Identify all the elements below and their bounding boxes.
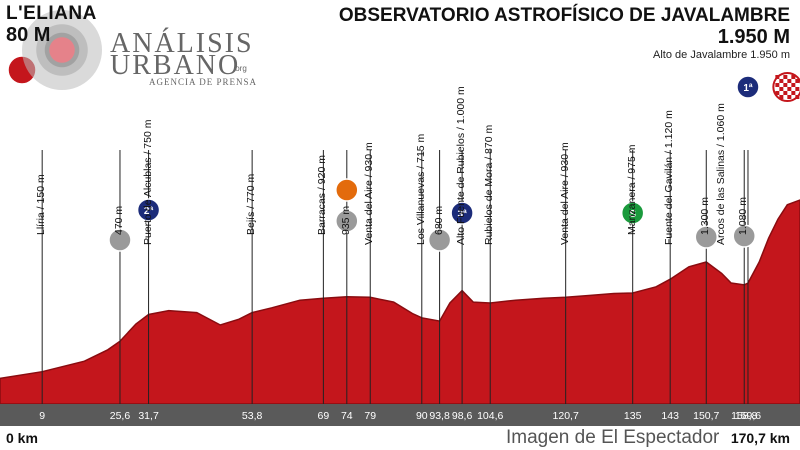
place-label: Fuente del Gavilán / 1.120 m [663, 110, 676, 245]
checker-square [787, 87, 792, 91]
start-altitude: 80 m [6, 24, 51, 46]
km-tick-label: 9 [39, 410, 46, 422]
checker-square [779, 87, 784, 91]
checker-square [783, 75, 788, 79]
km-tick-label: 25,6 [109, 410, 131, 422]
cat2-climb-badge-text: 2ª [144, 206, 154, 217]
summit-note: Alto de Javalambre 1.950 m [653, 49, 790, 61]
feed-zone-badge [335, 178, 359, 202]
start-km: 0 km [6, 430, 38, 446]
km-tick-label: 143 [661, 410, 679, 422]
logo-tagline: AGENCIA DE PRENSA [149, 77, 258, 87]
checker-square [795, 95, 800, 99]
logo-suffix: .org [233, 64, 247, 73]
checker-square [775, 75, 780, 79]
intermediate-badge [427, 228, 452, 252]
checker-square [783, 91, 788, 95]
logo-line1: ANÁLISIS [110, 28, 254, 59]
km-tick-label: 93,8 [429, 410, 450, 422]
km-tick-label: 69 [317, 410, 330, 422]
checker-square [791, 91, 796, 95]
km-tick-label: 159,6 [734, 410, 762, 422]
place-label: 1.300 m [699, 197, 712, 235]
place-label: Venta del Aire / 930 m [363, 142, 376, 245]
logo-mark [22, 10, 102, 90]
finish-km: 170,7 km [730, 430, 790, 446]
checker-square [791, 75, 796, 79]
cat3-climb-badge-text: 3ª [457, 209, 467, 220]
place-label: Llíria / 150 m [35, 174, 48, 235]
km-tick-label: 98,6 [451, 410, 473, 422]
km-tick-label: 120,7 [552, 410, 579, 422]
start-name: L'ELIANA [6, 3, 97, 24]
km-tick-label: 53,8 [241, 410, 263, 422]
km-tick-label: 74 [340, 410, 353, 422]
place-label: Barracas / 920 m [316, 155, 329, 235]
intermediate-badge [108, 228, 132, 252]
cat3-climb-badge [450, 201, 474, 225]
checker-square [795, 87, 800, 91]
place-label: 680 m [432, 205, 445, 235]
sprint-badge [620, 201, 645, 225]
finish-altitude: 1.950 m [717, 26, 790, 48]
checker-square [787, 79, 792, 83]
place-label: 470 m [112, 205, 125, 235]
km-tick-label: 158,8 [731, 410, 758, 422]
place-label: Alto Fuente de Rubielos / 1.000 m [455, 86, 468, 245]
km-tick-label: 150,7 [693, 410, 720, 422]
checker-square [775, 91, 780, 95]
place-label: Rubielos de Mora / 870 m [483, 124, 496, 245]
checker-square [783, 83, 788, 87]
checker-square [791, 83, 796, 87]
cat1-climb-badge-text: 1ª [743, 83, 753, 94]
image-credit: Imagen de El Espectador [506, 427, 720, 448]
checker-square [779, 79, 784, 83]
place-label: Bejís / 770 m [245, 173, 258, 235]
finish-name: OBSERVATORIO ASTROFÍSICO DE JAVALAMBRE [338, 5, 790, 26]
cat1-climb-badge [736, 75, 760, 99]
checker-square [775, 83, 780, 87]
checker-square [795, 79, 800, 83]
distance-band [0, 404, 800, 426]
checker-square [779, 95, 784, 99]
checker-square [787, 95, 792, 99]
km-tick-label: 79 [364, 410, 377, 422]
water-badge [335, 209, 359, 233]
place-label: Venta del Aire / 930 m [558, 142, 571, 245]
sprint-badge-text: S [629, 209, 636, 220]
place-label: 935 m [339, 205, 352, 235]
km-tick-label: 90 [415, 410, 428, 422]
cat2-climb-badge [136, 198, 161, 222]
place-label: Manzanera / 975 m [625, 144, 638, 235]
place-label: Puerto de Alcublas / 750 m [141, 119, 154, 246]
km-tick-label: 104,6 [477, 410, 504, 422]
place-label: 1.080 m [737, 197, 750, 235]
km-tick-label: 135 [623, 410, 642, 422]
water-badge [694, 225, 719, 249]
intermediate-badge [732, 224, 756, 248]
place-label: Arcos de las Salinas / 1.060 m [714, 103, 727, 245]
km-tick-label: 31,7 [138, 410, 159, 422]
logo-line2: URBANO [110, 50, 241, 81]
place-label: Los Villanuevas / 715 m [414, 133, 427, 245]
